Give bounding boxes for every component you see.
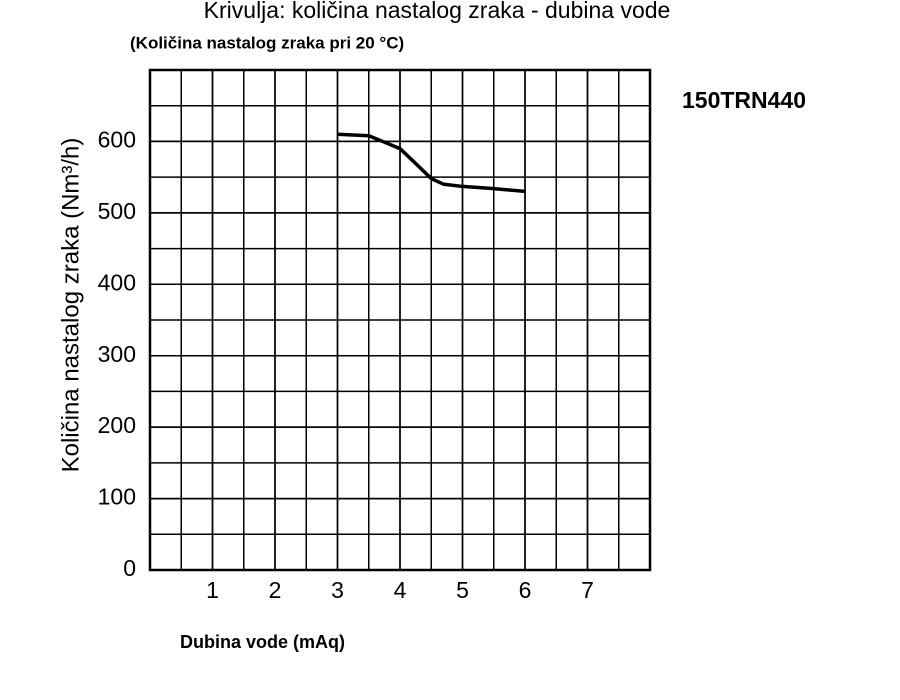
chart-subtitle: (Količina nastalog zraka pri 20 °C) (130, 33, 404, 52)
x-tick-label: 1 (206, 577, 219, 603)
x-tick-label: 5 (456, 577, 469, 603)
y-tick-label: 300 (98, 341, 136, 367)
x-tick-label: 7 (581, 577, 594, 603)
x-tick-label: 2 (269, 577, 282, 603)
y-tick-label: 600 (98, 127, 136, 153)
y-tick-label: 100 (98, 484, 136, 510)
data-line (337, 132, 526, 194)
x-axis-label: Dubina vode (mAq) (180, 632, 345, 652)
y-axis-label: Količina nastalog zraka (Nm³/h) (57, 138, 84, 473)
y-tick-label: 400 (98, 269, 136, 295)
model-label: 150TRN440 (682, 87, 806, 113)
chart-title: Krivulja: količina nastalog zraka - dubi… (204, 0, 671, 23)
plot-frame (148, 68, 652, 572)
y-tick-label: 0 (123, 555, 136, 581)
x-tick-label: 4 (394, 577, 407, 603)
x-tick-label: 6 (519, 577, 532, 603)
y-tick-label: 200 (98, 412, 136, 438)
y-tick-label: 500 (98, 198, 136, 224)
x-tick-label: 3 (331, 577, 344, 603)
